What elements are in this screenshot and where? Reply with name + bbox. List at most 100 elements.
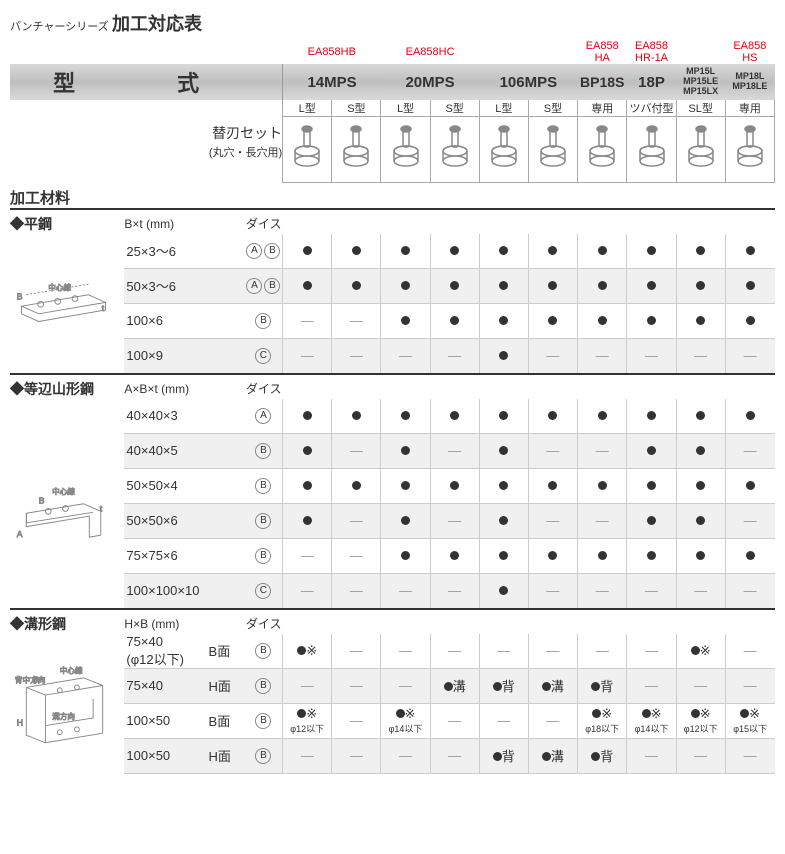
cell	[676, 433, 725, 468]
row-size: 50×50×4	[124, 468, 244, 503]
cell: —	[725, 433, 774, 468]
cell	[627, 268, 676, 303]
row-face: H面	[207, 668, 245, 703]
svg-text:中心線: 中心線	[52, 486, 75, 496]
section-1-name: ◆平鋼	[10, 209, 124, 234]
cell: —	[479, 634, 528, 669]
cell	[627, 234, 676, 269]
row-size: 75×40	[124, 668, 206, 703]
cell	[430, 538, 479, 573]
cell: —	[283, 338, 332, 374]
cell: —	[283, 303, 332, 338]
svg-text:B: B	[33, 675, 39, 685]
row-dies: B	[245, 433, 283, 468]
svg-text:中心線: 中心線	[60, 665, 83, 675]
cell: —	[332, 338, 381, 374]
cell	[725, 468, 774, 503]
cell	[676, 268, 725, 303]
row-size: 25×3〜6	[124, 234, 244, 269]
cell	[381, 503, 430, 538]
row-face: H面	[207, 738, 245, 773]
cell: 背	[578, 738, 627, 773]
cell	[627, 303, 676, 338]
blade-icon-5	[528, 117, 577, 183]
cell	[725, 303, 774, 338]
svg-text:A: A	[17, 529, 23, 539]
cell	[578, 303, 627, 338]
svg-text:溝方向: 溝方向	[52, 711, 75, 721]
cell: ※	[676, 634, 725, 669]
subcol-3: S型	[430, 100, 479, 117]
cell	[627, 468, 676, 503]
cell	[332, 234, 381, 269]
row-dies: AB	[245, 268, 283, 303]
svg-text:中心線: 中心線	[48, 282, 71, 292]
cell	[430, 303, 479, 338]
section-3-name: ◆溝形鋼	[10, 609, 124, 634]
cell	[578, 468, 627, 503]
cell	[430, 268, 479, 303]
cell	[283, 468, 332, 503]
cell	[283, 399, 332, 434]
cell: —	[676, 338, 725, 374]
cell	[479, 303, 528, 338]
cell	[578, 399, 627, 434]
section-2-spec: A×B×t (mm)	[124, 374, 244, 399]
cell: —	[381, 573, 430, 609]
row-size: 40×40×3	[124, 399, 244, 434]
cell	[283, 433, 332, 468]
cell: ※φ14以下	[381, 703, 430, 738]
cell: —	[381, 668, 430, 703]
model-mp15: MP15L MP15LE MP15LX	[676, 64, 725, 100]
subcol-1: S型	[332, 100, 381, 117]
cell: —	[528, 503, 577, 538]
row-face: B面	[207, 703, 245, 738]
cell	[627, 399, 676, 434]
cell: —	[578, 634, 627, 669]
cell: —	[627, 668, 676, 703]
cell: —	[725, 668, 774, 703]
cell	[283, 503, 332, 538]
cell	[283, 268, 332, 303]
cell	[381, 468, 430, 503]
row-dies: C	[245, 338, 283, 374]
cell: 溝	[528, 738, 577, 773]
cell	[381, 268, 430, 303]
cell: ※	[283, 634, 332, 669]
cell: —	[627, 738, 676, 773]
cell: ※φ14以下	[627, 703, 676, 738]
cell: —	[578, 433, 627, 468]
cell: 背	[479, 668, 528, 703]
cell: —	[381, 634, 430, 669]
cell	[676, 399, 725, 434]
red-18p: EA858 HR-1A	[627, 40, 676, 64]
cell: —	[332, 538, 381, 573]
cell	[479, 268, 528, 303]
cell: —	[430, 634, 479, 669]
subcol-6: 専用	[578, 100, 627, 117]
row-size: 100×50	[124, 703, 206, 738]
blade-icon-3	[430, 117, 479, 183]
subcol-4: L型	[479, 100, 528, 117]
cell	[479, 503, 528, 538]
red-bp: EA858 HA	[578, 40, 627, 64]
cell	[528, 234, 577, 269]
blade-icon-9	[725, 117, 774, 183]
cell: —	[430, 703, 479, 738]
svg-text:H: H	[17, 718, 23, 728]
section-3-dies: ダイス	[245, 609, 283, 634]
model-mp18: MP18L MP18LE	[725, 64, 774, 100]
section-1-spec: B×t (mm)	[124, 209, 244, 234]
cell: —	[578, 338, 627, 374]
model-bp18s: BP18S	[578, 64, 627, 100]
section-1-dies: ダイス	[245, 209, 283, 234]
cell: —	[283, 538, 332, 573]
subcol-7: ツバ付型	[627, 100, 676, 117]
row-dies: B	[245, 538, 283, 573]
row-dies: B	[245, 468, 283, 503]
cell	[725, 234, 774, 269]
cell	[430, 234, 479, 269]
cell	[627, 538, 676, 573]
cell: —	[332, 503, 381, 538]
svg-text:背中方向: 背中方向	[15, 675, 46, 685]
